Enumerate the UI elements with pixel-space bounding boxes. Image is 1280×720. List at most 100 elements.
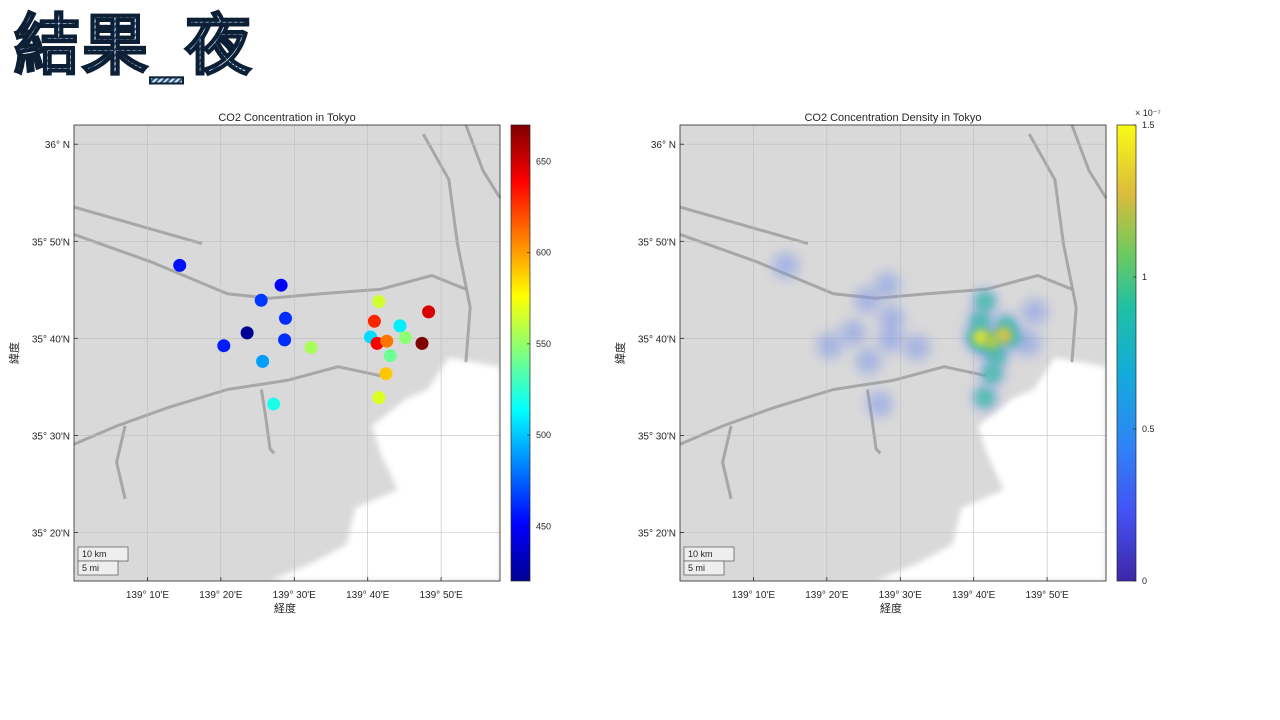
data-point [240, 326, 254, 340]
data-point [379, 367, 393, 381]
colorbar [1116, 124, 1137, 582]
x-tick-label: 139° 10'E [126, 590, 169, 601]
colorbar-tick-label: 600 [536, 248, 551, 258]
density-hotspot [981, 363, 1002, 384]
density-blob [877, 326, 904, 353]
map-boundary [679, 205, 809, 246]
density-blob [772, 252, 799, 279]
y-tick-label: 35° 30'N [32, 431, 70, 442]
y-axis-label: 緯度 [7, 342, 21, 364]
map-boundary [464, 124, 502, 199]
colorbar-tick-label: 500 [536, 430, 551, 440]
data-point [267, 397, 281, 411]
colorbar-tick-label: 0 [1142, 576, 1147, 586]
density-layer [772, 252, 1048, 417]
x-axis-label: 経度 [274, 601, 296, 615]
density-blob [878, 305, 905, 332]
data-point [173, 258, 187, 272]
scalebar-km-label: 10 km [82, 549, 107, 559]
density-blob [866, 391, 893, 417]
x-tick-label: 139° 10'E [732, 590, 775, 601]
slide-title: 結果_夜 [13, 2, 253, 90]
axes-frame [73, 124, 501, 582]
y-axis-label: 緯度 [613, 342, 627, 364]
y-tick-label: 35° 30'N [638, 431, 676, 442]
data-point [383, 349, 397, 363]
chart-title: CO2 Concentration Density in Tokyo [804, 112, 981, 124]
data-point [274, 278, 288, 292]
map-boundary [679, 365, 988, 446]
map-boundary [73, 365, 382, 446]
density-chart: 139° 10'E 139° 20'E 139° 30'E 139° 40'E 139°… [613, 108, 1161, 615]
data-point [398, 331, 412, 345]
density-blob [904, 334, 930, 361]
density-hotspot [974, 291, 995, 312]
axes-frame [679, 124, 1107, 582]
data-point [304, 341, 318, 354]
map-sea [270, 357, 500, 581]
colorbar-exponent: × 10⁻⁷ [1135, 108, 1161, 118]
x-axis-label: 経度 [880, 601, 902, 615]
map-boundary [73, 205, 203, 246]
density-blob [840, 319, 867, 346]
scalebar-mi-label: 5 mi [688, 563, 705, 573]
density-hotspot [970, 311, 991, 332]
density-peak [995, 327, 1012, 344]
y-tick-label: 36° N [651, 140, 676, 151]
y-tick-label: 35° 20'N [638, 528, 676, 539]
data-point [256, 354, 270, 368]
x-tick-label: 139° 20'E [805, 590, 848, 601]
x-tick-label: 139° 40'E [952, 590, 995, 601]
y-tick-label: 35° 50'N [32, 237, 70, 248]
data-point [254, 293, 268, 307]
data-point [367, 314, 381, 328]
colorbar-tick-label: 550 [536, 339, 551, 349]
y-tick-label: 35° 40'N [638, 334, 676, 345]
y-tick-label: 35° 50'N [638, 237, 676, 248]
colorbar-tick-label: 650 [536, 156, 551, 166]
map-boundary [73, 232, 467, 300]
data-point [278, 333, 292, 347]
density-hotspot [986, 345, 1007, 366]
scalebar-mi-label: 5 mi [82, 563, 99, 573]
data-point [279, 311, 292, 325]
data-point [380, 334, 394, 348]
map-boundary [1070, 124, 1108, 199]
data-point [372, 391, 386, 405]
colorbar [510, 124, 531, 582]
density-blob [855, 348, 882, 375]
map-boundary [421, 133, 472, 363]
colorbar-tick-label: 0.5 [1142, 424, 1155, 434]
y-tick-label: 36° N [45, 140, 70, 151]
x-tick-label: 139° 30'E [879, 590, 922, 601]
x-tick-label: 139° 50'E [420, 590, 463, 601]
data-point [370, 336, 384, 350]
data-point [393, 319, 407, 333]
colorbar-tick-label: 1 [1142, 272, 1147, 282]
scalebar-km-label: 10 km [688, 549, 713, 559]
chart-title: CO2 Concentration in Tokyo [218, 112, 355, 124]
data-point [372, 295, 386, 308]
data-point [217, 339, 231, 353]
density-peak [983, 333, 1000, 350]
density-hotspot [974, 387, 995, 408]
map-boundary [1027, 133, 1078, 363]
map-boundary [259, 389, 276, 455]
data-point [415, 336, 429, 350]
scalebar-mi [683, 560, 725, 576]
x-tick-label: 139° 50'E [1026, 590, 1069, 601]
colorbar-tick-label: 450 [536, 521, 551, 531]
x-tick-label: 139° 30'E [273, 590, 316, 601]
y-tick-label: 35° 20'N [32, 528, 70, 539]
density-blob [1015, 330, 1041, 357]
map-boundary [721, 425, 733, 500]
y-tick-label: 35° 40'N [32, 334, 70, 345]
scalebar-mi [77, 560, 119, 576]
density-blob [854, 287, 881, 314]
density-blob [816, 332, 843, 359]
colorbar-tick-label: 1.5 [1142, 120, 1155, 130]
x-tick-label: 139° 20'E [199, 590, 242, 601]
map-boundary [115, 425, 127, 500]
map-boundary [679, 232, 1073, 300]
data-point [422, 305, 436, 319]
